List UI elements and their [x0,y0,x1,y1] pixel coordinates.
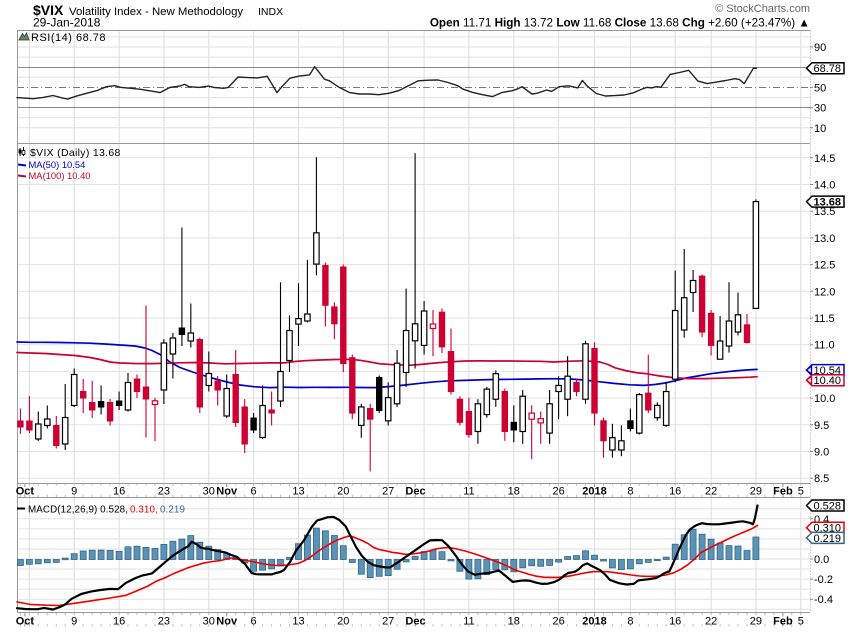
svg-text:5: 5 [798,486,804,498]
svg-text:11: 11 [463,486,474,498]
svg-text:MA(50) 10.54: MA(50) 10.54 [29,159,86,170]
svg-text:6: 6 [251,616,257,628]
svg-text:12.0: 12.0 [814,286,835,298]
svg-text:10.0: 10.0 [814,393,835,405]
svg-text:2018: 2018 [582,486,606,498]
svg-text:5: 5 [798,616,804,628]
svg-text:Open 11.71 High 13.72 Low 11.6: Open 11.71 High 13.72 Low 11.68 Close 13… [430,17,810,30]
svg-text:Feb: Feb [773,616,793,628]
svg-text:9: 9 [71,616,77,628]
svg-text:11.0: 11.0 [814,340,835,352]
svg-text:8: 8 [627,616,633,628]
svg-text:30: 30 [814,103,826,115]
svg-text:9.5: 9.5 [814,420,829,432]
svg-text:22: 22 [705,486,717,498]
svg-text:RSI(14) 68.78: RSI(14) 68.78 [31,32,106,44]
svg-text:10.40: 10.40 [814,375,842,387]
svg-text:11.5: 11.5 [814,313,835,325]
svg-text:$VIX (Daily) 13.68: $VIX (Daily) 13.68 [30,147,121,159]
svg-text:6: 6 [251,486,257,498]
svg-text:14.5: 14.5 [814,153,835,165]
svg-text:0.528: 0.528 [814,501,842,513]
svg-text:23: 23 [158,616,170,628]
svg-text:0.310,: 0.310, [130,505,158,516]
svg-text:Oct: Oct [16,486,35,498]
svg-text:Feb: Feb [773,486,793,498]
svg-text:27: 27 [382,616,394,628]
svg-text:16: 16 [113,486,125,498]
svg-text:22: 22 [705,616,717,628]
svg-text:0.219: 0.219 [814,533,842,545]
svg-text:13.5: 13.5 [814,206,835,218]
svg-text:14.0: 14.0 [814,180,835,192]
svg-text:90: 90 [814,42,826,54]
svg-text:50: 50 [814,82,826,94]
svg-text:8.5: 8.5 [814,473,829,485]
svg-text:Dec: Dec [405,486,425,498]
svg-text:13.68: 13.68 [814,197,842,209]
svg-text:Dec: Dec [405,616,425,628]
svg-text:23: 23 [158,486,170,498]
svg-text:Volatility Index - New Methodo: Volatility Index - New Methodology [69,6,243,18]
svg-text:29: 29 [750,616,762,628]
svg-text:68.78: 68.78 [814,63,842,75]
svg-text:9.0: 9.0 [814,447,829,459]
svg-text:© StockCharts.com: © StockCharts.com [715,3,810,15]
svg-text:13.0: 13.0 [814,233,835,245]
svg-text:11: 11 [463,616,474,628]
svg-text:0.219: 0.219 [160,505,185,516]
svg-text:18: 18 [508,616,520,628]
svg-text:9: 9 [71,486,77,498]
svg-text:-0.2: -0.2 [814,574,833,586]
svg-text:8: 8 [627,486,633,498]
svg-text:29: 29 [750,486,762,498]
svg-text:16: 16 [669,486,681,498]
svg-text:20: 20 [337,486,349,498]
svg-text:INDX: INDX [258,6,283,18]
svg-text:30: 30 [203,616,215,628]
svg-text:13: 13 [292,616,304,628]
svg-text:18: 18 [508,486,520,498]
svg-text:29-Jan-2018: 29-Jan-2018 [33,16,101,30]
svg-text:10: 10 [814,123,826,135]
svg-text:16: 16 [669,616,681,628]
svg-text:MA(100) 10.40: MA(100) 10.40 [29,170,91,181]
svg-text:Nov: Nov [216,486,238,498]
svg-text:0.0: 0.0 [814,554,829,566]
svg-text:13: 13 [292,486,304,498]
svg-text:30: 30 [203,486,215,498]
svg-text:2018: 2018 [582,616,606,628]
svg-text:27: 27 [382,486,394,498]
svg-text:26: 26 [552,486,564,498]
svg-text:20: 20 [337,616,349,628]
svg-text:$VIX: $VIX [33,2,64,18]
svg-text:MACD(12,26,9) 0.528,: MACD(12,26,9) 0.528, [28,505,128,516]
svg-text:12.5: 12.5 [814,260,835,272]
svg-text:16: 16 [113,616,125,628]
svg-text:-0.4: -0.4 [814,594,833,606]
svg-text:Oct: Oct [16,616,35,628]
svg-text:26: 26 [552,616,564,628]
svg-text:Nov: Nov [216,616,238,628]
